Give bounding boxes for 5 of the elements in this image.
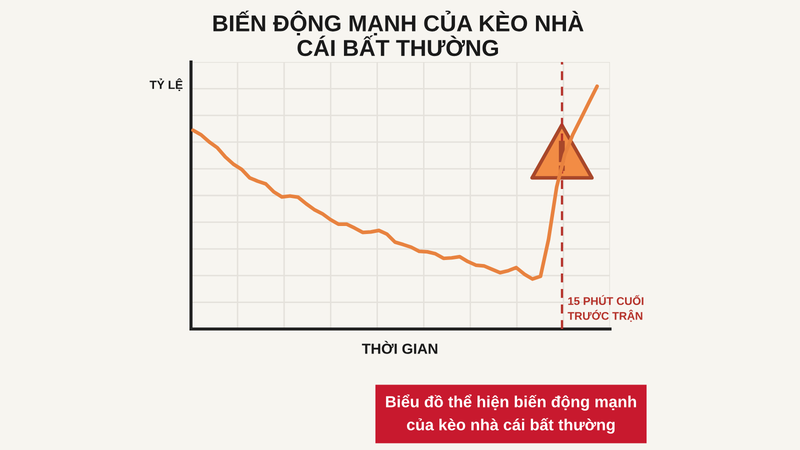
annotation: 15 PHÚT CUỐI TRƯỚC TRẬN — [568, 294, 644, 322]
chart-title: BIẾN ĐỘNG MẠNH CỦA KÈO NHÀ CÁI BẤT THƯỜNG — [213, 10, 584, 56]
y-axis-title: TỶ LỆ — [150, 78, 183, 92]
x-axis-title: THỜI GIAN — [362, 340, 438, 354]
text: Biểu đồ thể hiện biến động mạnh của kèo nhà cái bất thường — [386, 394, 636, 434]
